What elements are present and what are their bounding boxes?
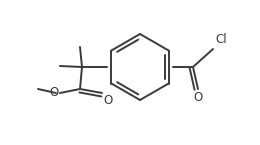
Text: O: O xyxy=(50,86,59,98)
Text: Cl: Cl xyxy=(215,33,227,46)
Text: O: O xyxy=(103,94,112,107)
Text: O: O xyxy=(193,91,203,104)
